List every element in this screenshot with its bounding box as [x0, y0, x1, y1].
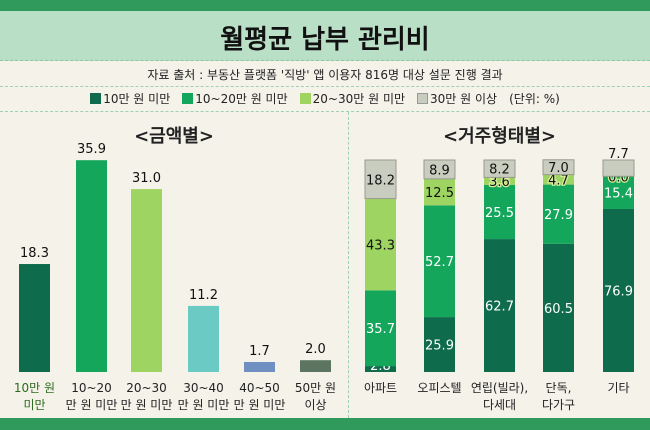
legend-item: 20~30만 원 미만: [299, 90, 406, 107]
category-label: 20~30 만 원 미만: [120, 381, 173, 412]
legend: 10만 원 미만 10~20만 원 미만 20~30만 원 미만 30만 원 이…: [0, 90, 650, 107]
page-title: 월평균 납부 관리비: [220, 25, 430, 55]
bottom-band: [0, 418, 650, 430]
legend-label: 10~20만 원 미만: [195, 92, 288, 106]
legend-item: 10만 원 미만: [90, 90, 170, 107]
legend-label: 30만 원 이상: [430, 92, 498, 106]
segment-label: 7.7: [608, 147, 629, 162]
bar: [188, 305, 219, 372]
stacked-segment: [423, 159, 456, 180]
stacked-segment: [602, 159, 635, 177]
category-label: 아파트: [363, 381, 398, 395]
data-label: 11.2: [189, 288, 218, 303]
legend-item: 30만 원 이상: [417, 90, 497, 107]
bar: [19, 264, 50, 372]
segment-label: 76.9: [604, 284, 633, 299]
segment-label: 35.7: [366, 322, 395, 337]
title-band: [0, 11, 650, 61]
segment-label: 12.5: [425, 186, 454, 201]
stacked-segment: [603, 208, 634, 372]
legend-swatch: [299, 93, 311, 104]
segment-label: 18.2: [366, 173, 395, 188]
segment-label: 7.0: [548, 161, 569, 176]
stacked-segment: [424, 178, 455, 206]
segment-label: 3.6: [489, 175, 510, 190]
data-label: 2.0: [305, 342, 326, 357]
legend-item: 10~20만 원 미만: [182, 90, 288, 107]
stacked-segment: [484, 177, 515, 186]
legend-label: 20~30만 원 미만: [312, 92, 406, 106]
category-label: 기타: [607, 381, 630, 395]
segment-label: 52.7: [425, 255, 454, 270]
stacked-segment: [484, 239, 515, 372]
segment-label: 43.3: [366, 238, 395, 253]
stacked-segment: [543, 174, 574, 185]
category-label: 10만 원 미만: [13, 381, 56, 412]
segment-label: 27.9: [544, 208, 573, 223]
category-label: 단독, 다가구: [541, 381, 576, 412]
bar: [300, 360, 331, 372]
unit-label: (단위: %): [509, 92, 560, 106]
category-label: 연립(빌라), 다세대: [470, 381, 529, 412]
segment-label: 4.7: [548, 174, 569, 189]
category-label: 오피스텔: [417, 381, 462, 395]
stacked-segment: [543, 243, 574, 372]
bar: [131, 189, 162, 372]
stacked-segment: [365, 366, 396, 372]
legend-label: 10만 원 미만: [103, 92, 171, 106]
segment-label: 8.9: [429, 163, 450, 178]
stacked-segment: [484, 185, 515, 240]
vertical-divider: [348, 112, 349, 418]
category-label: 50만 원 이상: [294, 381, 337, 412]
category-label: 10~20 만 원 미만: [65, 381, 118, 412]
category-label: 40~50 만 원 미만: [233, 381, 286, 412]
bar: [76, 160, 107, 372]
stacked-segment: [483, 159, 516, 178]
divider: [0, 86, 650, 87]
right-chart-title: <거주형태별>: [443, 126, 556, 147]
data-label: 18.3: [20, 246, 49, 261]
stacked-segment: [543, 184, 574, 244]
data-label: 31.0: [132, 171, 161, 186]
stacked-segment: [424, 205, 455, 318]
bar: [244, 361, 275, 372]
stacked-segment: [365, 198, 396, 291]
segment-label: 8.2: [489, 163, 510, 178]
stacked-segment: [364, 159, 397, 200]
source-note: 자료 출처 : 부동산 플랫폼 '직방' 앱 이용자 816명 대상 설문 진행…: [147, 68, 503, 82]
data-label: 1.7: [249, 344, 270, 359]
legend-swatch: [90, 93, 102, 104]
segment-label: 60.5: [544, 302, 573, 317]
category-label: 30~40 만 원 미만: [177, 381, 230, 412]
divider: [0, 111, 650, 112]
stacked-segment: [542, 159, 575, 176]
segment-label: 25.5: [485, 206, 514, 221]
left-chart-title: <금액별>: [134, 126, 214, 147]
stacked-segment: [603, 176, 634, 209]
top-band: [0, 0, 650, 11]
legend-swatch: [417, 93, 429, 104]
segment-label: 62.7: [485, 300, 514, 315]
segment-label: 15.4: [604, 187, 633, 202]
stacked-segment: [424, 317, 455, 372]
stacked-segment: [365, 290, 396, 367]
data-label: 35.9: [77, 142, 106, 157]
segment-label: 25.9: [425, 339, 454, 354]
legend-swatch: [182, 93, 194, 104]
